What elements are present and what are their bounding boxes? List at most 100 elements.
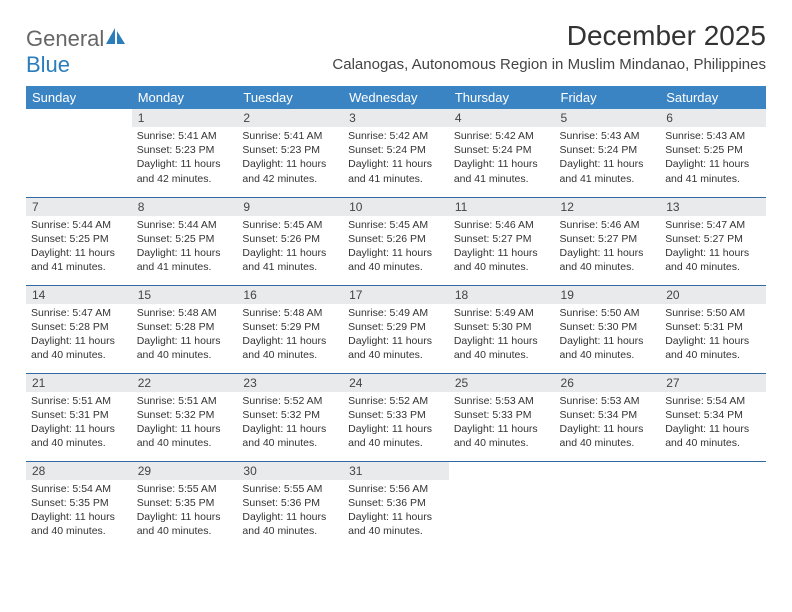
calendar-cell: 11Sunrise: 5:46 AMSunset: 5:27 PMDayligh… [449,197,555,285]
calendar-cell: 7Sunrise: 5:44 AMSunset: 5:25 PMDaylight… [26,197,132,285]
calendar-cell [660,461,766,549]
calendar-cell: 27Sunrise: 5:54 AMSunset: 5:34 PMDayligh… [660,373,766,461]
brand-logo: GeneralBlue [26,26,126,78]
calendar-cell: 29Sunrise: 5:55 AMSunset: 5:35 PMDayligh… [132,461,238,549]
calendar-cell: 23Sunrise: 5:52 AMSunset: 5:32 PMDayligh… [237,373,343,461]
calendar-cell: 1Sunrise: 5:41 AMSunset: 5:23 PMDaylight… [132,109,238,197]
day-details: Sunrise: 5:45 AMSunset: 5:26 PMDaylight:… [343,216,449,279]
day-number: 2 [237,109,343,127]
calendar-cell: 9Sunrise: 5:45 AMSunset: 5:26 PMDaylight… [237,197,343,285]
brand-text: GeneralBlue [26,26,126,78]
day-number: 15 [132,286,238,304]
day-number: 22 [132,374,238,392]
day-number: 29 [132,462,238,480]
day-details: Sunrise: 5:46 AMSunset: 5:27 PMDaylight:… [449,216,555,279]
day-details: Sunrise: 5:44 AMSunset: 5:25 PMDaylight:… [26,216,132,279]
day-number: 4 [449,109,555,127]
day-details: Sunrise: 5:49 AMSunset: 5:29 PMDaylight:… [343,304,449,367]
day-details: Sunrise: 5:53 AMSunset: 5:34 PMDaylight:… [555,392,661,455]
day-details: Sunrise: 5:49 AMSunset: 5:30 PMDaylight:… [449,304,555,367]
day-details: Sunrise: 5:52 AMSunset: 5:32 PMDaylight:… [237,392,343,455]
day-number: 19 [555,286,661,304]
day-number: 10 [343,198,449,216]
day-number: 21 [26,374,132,392]
day-number: 11 [449,198,555,216]
calendar-cell: 3Sunrise: 5:42 AMSunset: 5:24 PMDaylight… [343,109,449,197]
calendar-row: 28Sunrise: 5:54 AMSunset: 5:35 PMDayligh… [26,461,766,549]
page-header: GeneralBlue December 2025 Calanogas, Aut… [26,20,766,78]
calendar-cell: 19Sunrise: 5:50 AMSunset: 5:30 PMDayligh… [555,285,661,373]
day-details: Sunrise: 5:41 AMSunset: 5:23 PMDaylight:… [132,127,238,190]
day-details: Sunrise: 5:41 AMSunset: 5:23 PMDaylight:… [237,127,343,190]
day-number: 31 [343,462,449,480]
day-number: 18 [449,286,555,304]
calendar-cell: 10Sunrise: 5:45 AMSunset: 5:26 PMDayligh… [343,197,449,285]
weekday-header: Saturday [660,86,766,109]
calendar-cell: 31Sunrise: 5:56 AMSunset: 5:36 PMDayligh… [343,461,449,549]
calendar-cell: 14Sunrise: 5:47 AMSunset: 5:28 PMDayligh… [26,285,132,373]
calendar-cell [449,461,555,549]
sail-icon [106,26,126,51]
day-number: 3 [343,109,449,127]
calendar-cell: 5Sunrise: 5:43 AMSunset: 5:24 PMDaylight… [555,109,661,197]
day-details: Sunrise: 5:52 AMSunset: 5:33 PMDaylight:… [343,392,449,455]
brand-general: General [26,26,104,51]
day-details: Sunrise: 5:48 AMSunset: 5:28 PMDaylight:… [132,304,238,367]
calendar-row: 7Sunrise: 5:44 AMSunset: 5:25 PMDaylight… [26,197,766,285]
calendar-cell: 13Sunrise: 5:47 AMSunset: 5:27 PMDayligh… [660,197,766,285]
day-details: Sunrise: 5:47 AMSunset: 5:27 PMDaylight:… [660,216,766,279]
day-number: 17 [343,286,449,304]
day-number: 5 [555,109,661,127]
day-details: Sunrise: 5:48 AMSunset: 5:29 PMDaylight:… [237,304,343,367]
day-details: Sunrise: 5:43 AMSunset: 5:25 PMDaylight:… [660,127,766,190]
calendar-row: 1Sunrise: 5:41 AMSunset: 5:23 PMDaylight… [26,109,766,197]
calendar-body: 1Sunrise: 5:41 AMSunset: 5:23 PMDaylight… [26,109,766,549]
day-number: 12 [555,198,661,216]
day-number: 24 [343,374,449,392]
day-details: Sunrise: 5:56 AMSunset: 5:36 PMDaylight:… [343,480,449,543]
calendar-cell: 16Sunrise: 5:48 AMSunset: 5:29 PMDayligh… [237,285,343,373]
weekday-header: Thursday [449,86,555,109]
calendar-cell: 4Sunrise: 5:42 AMSunset: 5:24 PMDaylight… [449,109,555,197]
day-details: Sunrise: 5:50 AMSunset: 5:30 PMDaylight:… [555,304,661,367]
calendar-cell: 6Sunrise: 5:43 AMSunset: 5:25 PMDaylight… [660,109,766,197]
day-details: Sunrise: 5:44 AMSunset: 5:25 PMDaylight:… [132,216,238,279]
day-number: 25 [449,374,555,392]
day-number: 28 [26,462,132,480]
calendar-cell [555,461,661,549]
day-details: Sunrise: 5:43 AMSunset: 5:24 PMDaylight:… [555,127,661,190]
weekday-header: Friday [555,86,661,109]
calendar-cell: 21Sunrise: 5:51 AMSunset: 5:31 PMDayligh… [26,373,132,461]
day-number: 8 [132,198,238,216]
day-number: 7 [26,198,132,216]
calendar-cell: 20Sunrise: 5:50 AMSunset: 5:31 PMDayligh… [660,285,766,373]
day-details: Sunrise: 5:47 AMSunset: 5:28 PMDaylight:… [26,304,132,367]
day-number: 20 [660,286,766,304]
day-number: 23 [237,374,343,392]
calendar-cell [26,109,132,197]
day-details: Sunrise: 5:51 AMSunset: 5:31 PMDaylight:… [26,392,132,455]
day-details: Sunrise: 5:45 AMSunset: 5:26 PMDaylight:… [237,216,343,279]
day-details: Sunrise: 5:42 AMSunset: 5:24 PMDaylight:… [343,127,449,190]
day-details: Sunrise: 5:42 AMSunset: 5:24 PMDaylight:… [449,127,555,190]
calendar-cell: 15Sunrise: 5:48 AMSunset: 5:28 PMDayligh… [132,285,238,373]
calendar-row: 14Sunrise: 5:47 AMSunset: 5:28 PMDayligh… [26,285,766,373]
calendar-cell: 8Sunrise: 5:44 AMSunset: 5:25 PMDaylight… [132,197,238,285]
calendar-row: 21Sunrise: 5:51 AMSunset: 5:31 PMDayligh… [26,373,766,461]
day-number: 6 [660,109,766,127]
day-details: Sunrise: 5:54 AMSunset: 5:34 PMDaylight:… [660,392,766,455]
day-number: 30 [237,462,343,480]
weekday-header: Sunday [26,86,132,109]
calendar-page: GeneralBlue December 2025 Calanogas, Aut… [0,0,792,559]
calendar-cell: 12Sunrise: 5:46 AMSunset: 5:27 PMDayligh… [555,197,661,285]
day-number: 16 [237,286,343,304]
calendar-cell: 28Sunrise: 5:54 AMSunset: 5:35 PMDayligh… [26,461,132,549]
day-number: 13 [660,198,766,216]
day-number: 27 [660,374,766,392]
calendar-cell: 26Sunrise: 5:53 AMSunset: 5:34 PMDayligh… [555,373,661,461]
calendar-cell: 17Sunrise: 5:49 AMSunset: 5:29 PMDayligh… [343,285,449,373]
day-number: 1 [132,109,238,127]
weekday-header: Monday [132,86,238,109]
day-details: Sunrise: 5:46 AMSunset: 5:27 PMDaylight:… [555,216,661,279]
calendar-cell: 24Sunrise: 5:52 AMSunset: 5:33 PMDayligh… [343,373,449,461]
